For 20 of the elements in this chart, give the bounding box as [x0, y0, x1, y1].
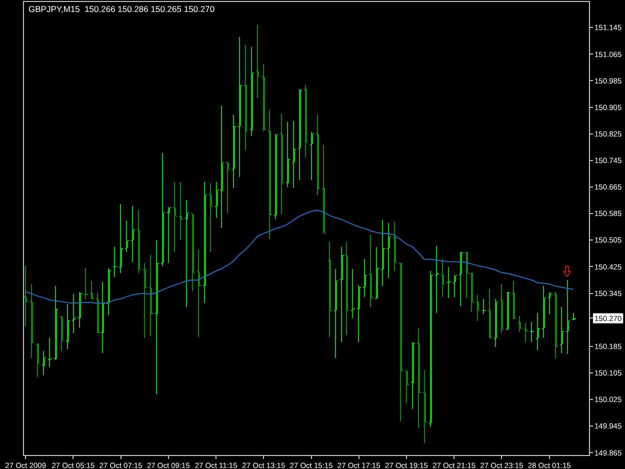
candlestick: [185, 200, 189, 307]
candlestick: [24, 266, 28, 326]
line-series: [25, 210, 574, 304]
candlestick: [113, 247, 117, 277]
candlestick: [351, 269, 355, 318]
candlestick: [173, 182, 177, 252]
chart-title: GBPJPY,M15 150.266 150.286 150.265 150.270: [28, 4, 215, 14]
candlestick: [48, 338, 52, 367]
candlestick: [226, 162, 230, 213]
candlestick: [84, 268, 87, 299]
candlestick: [524, 323, 528, 342]
candlestick: [72, 294, 75, 333]
candlestick: [167, 207, 171, 263]
candlestick: [179, 182, 183, 240]
candlestick: [548, 292, 552, 314]
candlestick: [256, 25, 260, 98]
candlestick: [447, 267, 450, 298]
candlestick: [482, 299, 486, 314]
candlestick: [435, 246, 439, 313]
candlestick: [530, 322, 534, 342]
